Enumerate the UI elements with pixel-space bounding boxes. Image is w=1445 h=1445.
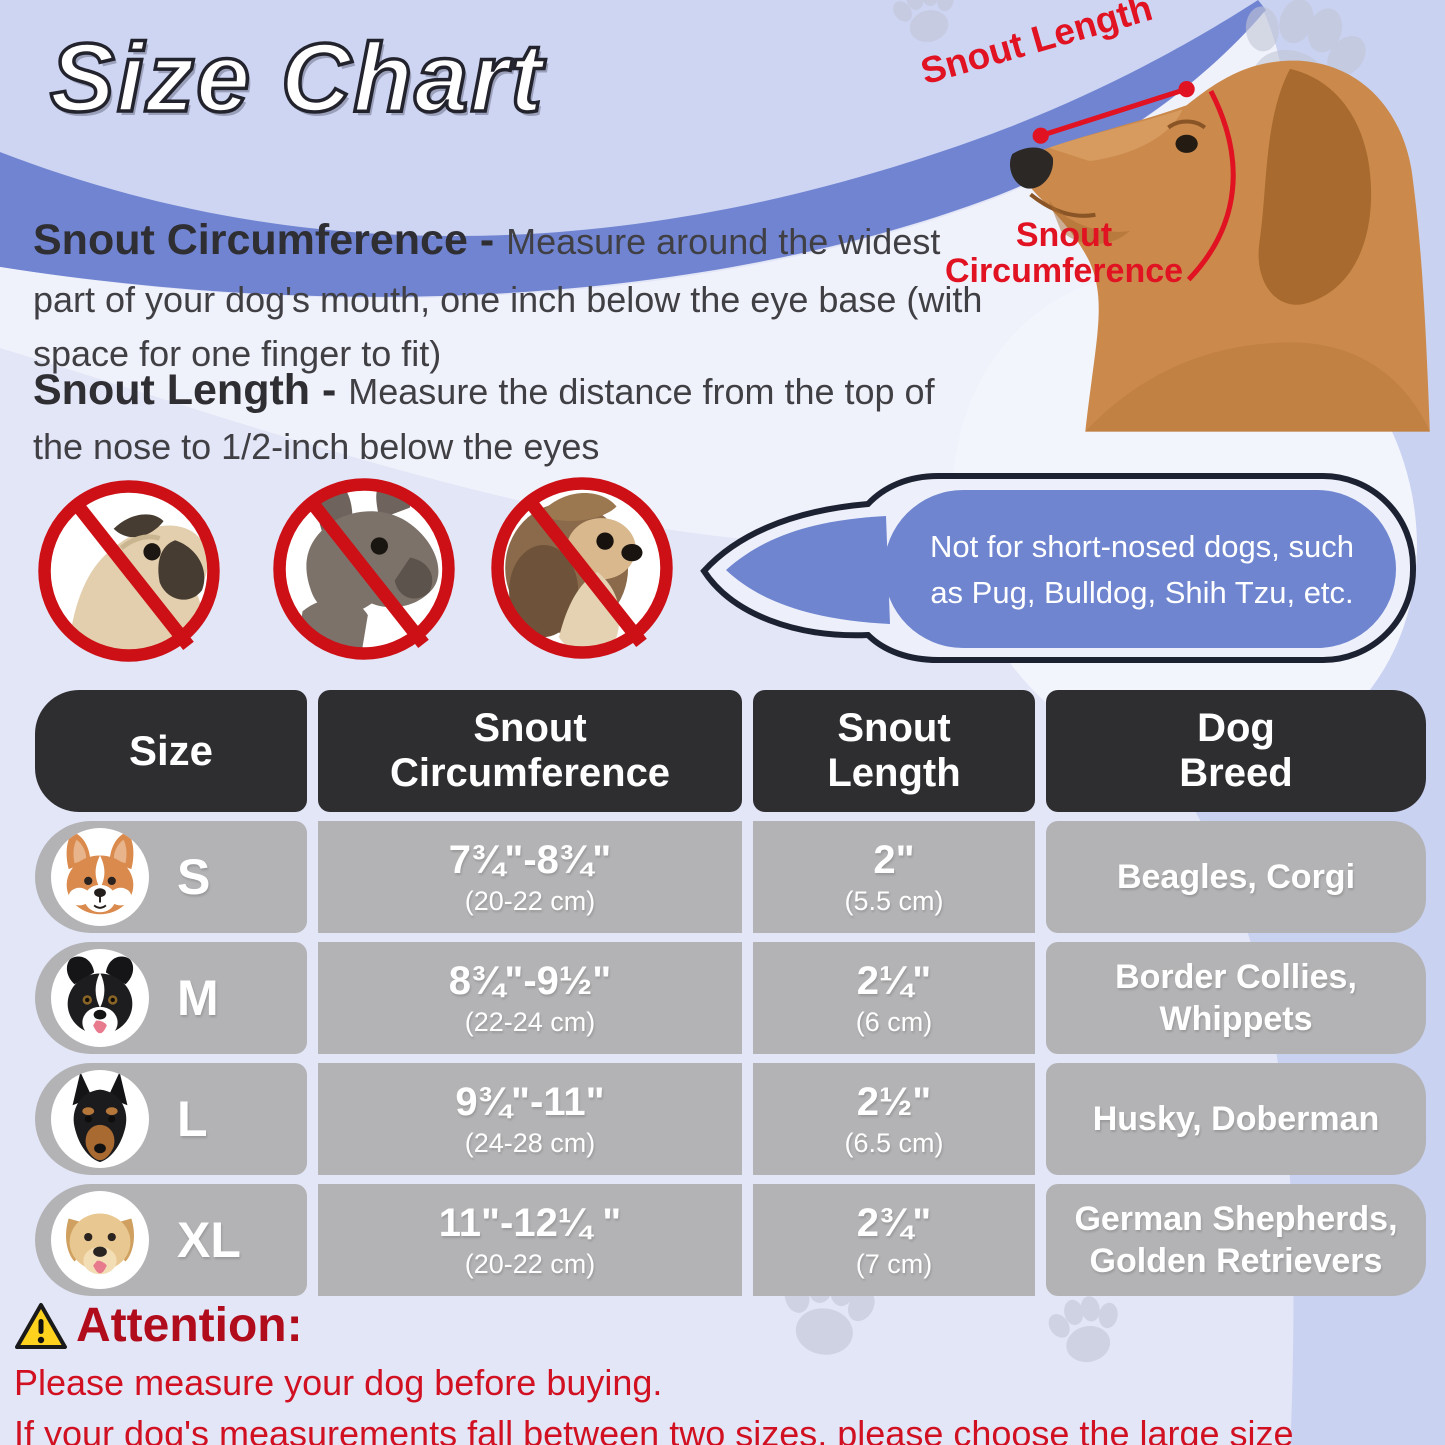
circumference-value: 9¾"-11": [455, 1079, 605, 1124]
table-row-m-length: 2¼" (6 cm): [753, 942, 1035, 1054]
snout-length-instructions: Snout Length - Measure the distance from…: [33, 360, 953, 472]
circumference-cm: (20-22 cm): [464, 885, 596, 916]
header-snout-length: Snout Length: [753, 690, 1035, 812]
golden-retriever-icon: [66, 1213, 134, 1275]
border-collie-icon: [66, 956, 134, 1039]
attention-line-1: Please measure your dog before buying.: [14, 1362, 663, 1403]
corgi-icon: [66, 831, 134, 915]
header-size: Size: [35, 690, 307, 812]
table-row-s-breed: Beagles, Corgi: [1046, 821, 1426, 933]
table-row-m-size: M: [35, 942, 307, 1054]
circumference-cm: (22-24 cm): [464, 1006, 596, 1037]
table-row-m-breed: Border Collies, Whippets: [1046, 942, 1426, 1054]
table-row-s-size: S: [35, 821, 307, 933]
size-label: S: [177, 849, 211, 905]
size-label: M: [177, 970, 219, 1026]
table-row-xl-size: XL: [35, 1184, 307, 1296]
length-cm: (6.5 cm): [844, 1127, 944, 1158]
no-symbol-slash: [521, 492, 647, 648]
instruction-body: Measure the distance from the top of the…: [33, 371, 935, 468]
doberman-icon: [72, 1071, 128, 1163]
golden-retriever-photo: [51, 1191, 149, 1289]
snout-circumference-label: Snout Circumference: [944, 216, 1184, 290]
instruction-body: Measure around the widest part of your d…: [33, 221, 983, 374]
ribbon-wave-shape: [0, 0, 1266, 297]
doberman-photo: [51, 1070, 149, 1168]
table-row-l-size: L: [35, 1063, 307, 1175]
size-table: Size Snout Circumference Snout Length Do…: [35, 690, 1426, 1296]
circumference-value: 8¾"-9½": [448, 958, 612, 1003]
measurement-lines: [1032, 80, 1236, 282]
no-symbol-slash: [68, 495, 194, 651]
prohibited-pug-photo: [33, 475, 225, 667]
table-row-l-length: 2½" (6.5 cm): [753, 1063, 1035, 1175]
header-snout-circumference: Snout Circumference: [318, 690, 742, 812]
table-row-xl-breed: German Shepherds, Golden Retrievers: [1046, 1184, 1426, 1296]
table-row-xl-length: 2¾" (7 cm): [753, 1184, 1035, 1296]
table-row-l-circumference: 9¾"-11" (24-28 cm): [318, 1063, 742, 1175]
length-cm: (6 cm): [855, 1006, 933, 1037]
table-row-xl-circumference: 11"-12¼ " (20-22 cm): [318, 1184, 742, 1296]
circumference-value: 11"-12¼ ": [438, 1200, 622, 1245]
table-row-s-circumference: 7¾"-8¾" (20-22 cm): [318, 821, 742, 933]
header-dog-breed: Dog Breed: [1046, 690, 1426, 812]
instruction-heading: Snout Circumference -: [33, 216, 507, 264]
snout-circumference-instructions: Snout Circumference - Measure around the…: [33, 208, 995, 381]
circumference-cm: (24-28 cm): [464, 1127, 596, 1158]
circumference-value: 7¾"-8¾": [448, 837, 612, 882]
border-collie-photo: [51, 949, 149, 1047]
attention-section: Attention: Please measure your dog befor…: [14, 1298, 1445, 1445]
page-title: Size Chart: [48, 21, 545, 134]
corgi-photo: [51, 828, 149, 926]
length-value: 2½": [856, 1079, 932, 1124]
shih-tzu-icon: [505, 492, 643, 651]
size-label: L: [177, 1091, 208, 1147]
prohibited-french-bulldog-photo: [268, 473, 460, 665]
table-row-s-length: 2" (5.5 cm): [753, 821, 1035, 933]
circumference-cm: (20-22 cm): [464, 1248, 596, 1279]
instruction-heading: Snout Length -: [33, 366, 349, 414]
length-cm: (7 cm): [855, 1248, 933, 1279]
speech-bubble: [700, 473, 1416, 663]
speech-bubble-text: Not for short-nosed dogs, such as Pug, B…: [930, 528, 1354, 611]
length-value: 2": [873, 837, 915, 882]
attention-line-2: If your dog's measurements fall between …: [14, 1413, 1294, 1445]
table-row-m-circumference: 8¾"-9½" (22-24 cm): [318, 942, 742, 1054]
length-value: 2¾": [856, 1200, 932, 1245]
length-value: 2¼": [856, 958, 932, 1003]
golden-retriever-head-illustration: [1009, 60, 1430, 432]
table-row-l-breed: Husky, Doberman: [1046, 1063, 1426, 1175]
length-cm: (5.5 cm): [844, 885, 944, 916]
attention-heading: Attention:: [76, 1299, 303, 1352]
top-band-shape: [0, 0, 1258, 237]
size-label: XL: [177, 1212, 241, 1268]
warning-icon: [15, 1302, 67, 1349]
no-symbol-slash: [303, 493, 429, 649]
prohibited-shih-tzu-photo: [486, 472, 678, 664]
